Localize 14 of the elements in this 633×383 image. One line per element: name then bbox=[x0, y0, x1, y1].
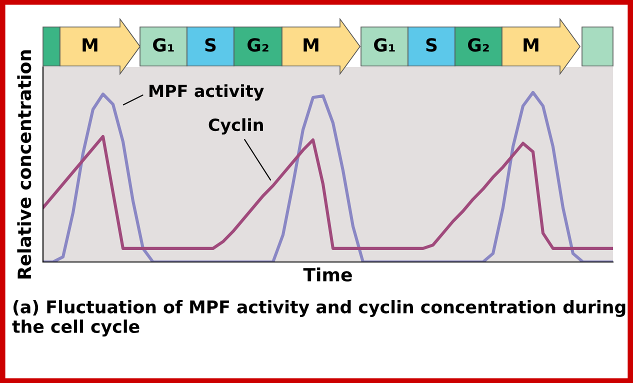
text: (a) Fluctuation of MPF activity and cyclin concentration during the cell cycle bbox=[12, 300, 626, 337]
text: G₂ bbox=[468, 38, 489, 52]
text: M bbox=[82, 38, 98, 52]
text: G₁ bbox=[153, 38, 174, 52]
text: M bbox=[524, 38, 538, 52]
y-axis-title: Relative concentration bbox=[17, 50, 32, 278]
x-axis-title: Time bbox=[303, 268, 352, 282]
text: S bbox=[205, 38, 216, 52]
text: Cyclin bbox=[208, 118, 263, 134]
text: MPF activity bbox=[150, 84, 264, 101]
text: M bbox=[304, 38, 318, 52]
text: S bbox=[426, 38, 437, 52]
text: G₂ bbox=[248, 38, 268, 52]
text: G₁ bbox=[374, 38, 395, 52]
